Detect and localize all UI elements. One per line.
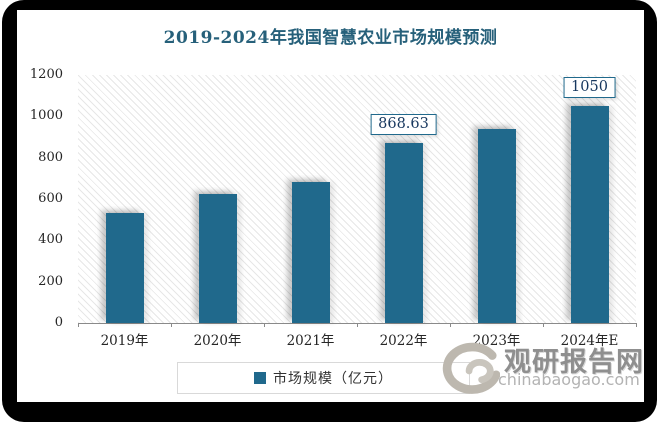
x-axis-tick xyxy=(171,323,172,327)
bar-2024年E xyxy=(570,106,609,323)
y-tick-label: 800 xyxy=(38,149,63,165)
legend-box: 市场规模（亿元） xyxy=(177,362,470,394)
bar-2020年 xyxy=(198,194,237,323)
x-axis-tick xyxy=(264,323,265,327)
x-axis-tick xyxy=(450,323,451,327)
legend-label: 市场规模（亿元） xyxy=(273,371,393,387)
y-tick-label: 1000 xyxy=(29,108,63,124)
y-tick-label: 1200 xyxy=(29,67,63,82)
bar-2022年 xyxy=(384,143,423,323)
x-tick-label-2021年: 2021年 xyxy=(286,333,335,349)
chart-canvas: 2019-2024年我国智慧农业市场规模预测 0 200 400 600 800 1000… xyxy=(17,10,644,402)
y-tick-label: 0 xyxy=(54,315,63,330)
bar-2023年 xyxy=(477,128,516,323)
watermark-domain-text: chinabaogao.com xyxy=(498,370,640,389)
data-label-2022年: 868.63 xyxy=(370,114,437,136)
data-label-2024年E: 1050 xyxy=(563,77,616,98)
x-tick-label-2020年: 2020年 xyxy=(193,333,242,349)
y-tick-label: 400 xyxy=(38,232,63,248)
x-axis-tick xyxy=(543,323,544,327)
legend-swatch xyxy=(254,372,266,384)
x-tick-label-2023年: 2023年 xyxy=(472,333,521,349)
y-tick-label: 600 xyxy=(38,191,63,206)
x-tick-label-2024年E: 2024年E xyxy=(560,333,619,349)
bar-2021年 xyxy=(291,182,330,323)
x-axis-tick xyxy=(636,323,637,327)
plot-area xyxy=(78,75,637,327)
x-axis-tick xyxy=(78,323,79,327)
x-axis-tick xyxy=(357,323,358,327)
bar-2019年 xyxy=(105,213,144,323)
x-tick-label-2022年: 2022年 xyxy=(379,333,428,349)
y-tick-label: 200 xyxy=(38,273,63,289)
x-tick-label-2019年: 2019年 xyxy=(100,333,149,349)
chart-title: 2019-2024年我国智慧农业市场规模预测 xyxy=(163,28,498,48)
